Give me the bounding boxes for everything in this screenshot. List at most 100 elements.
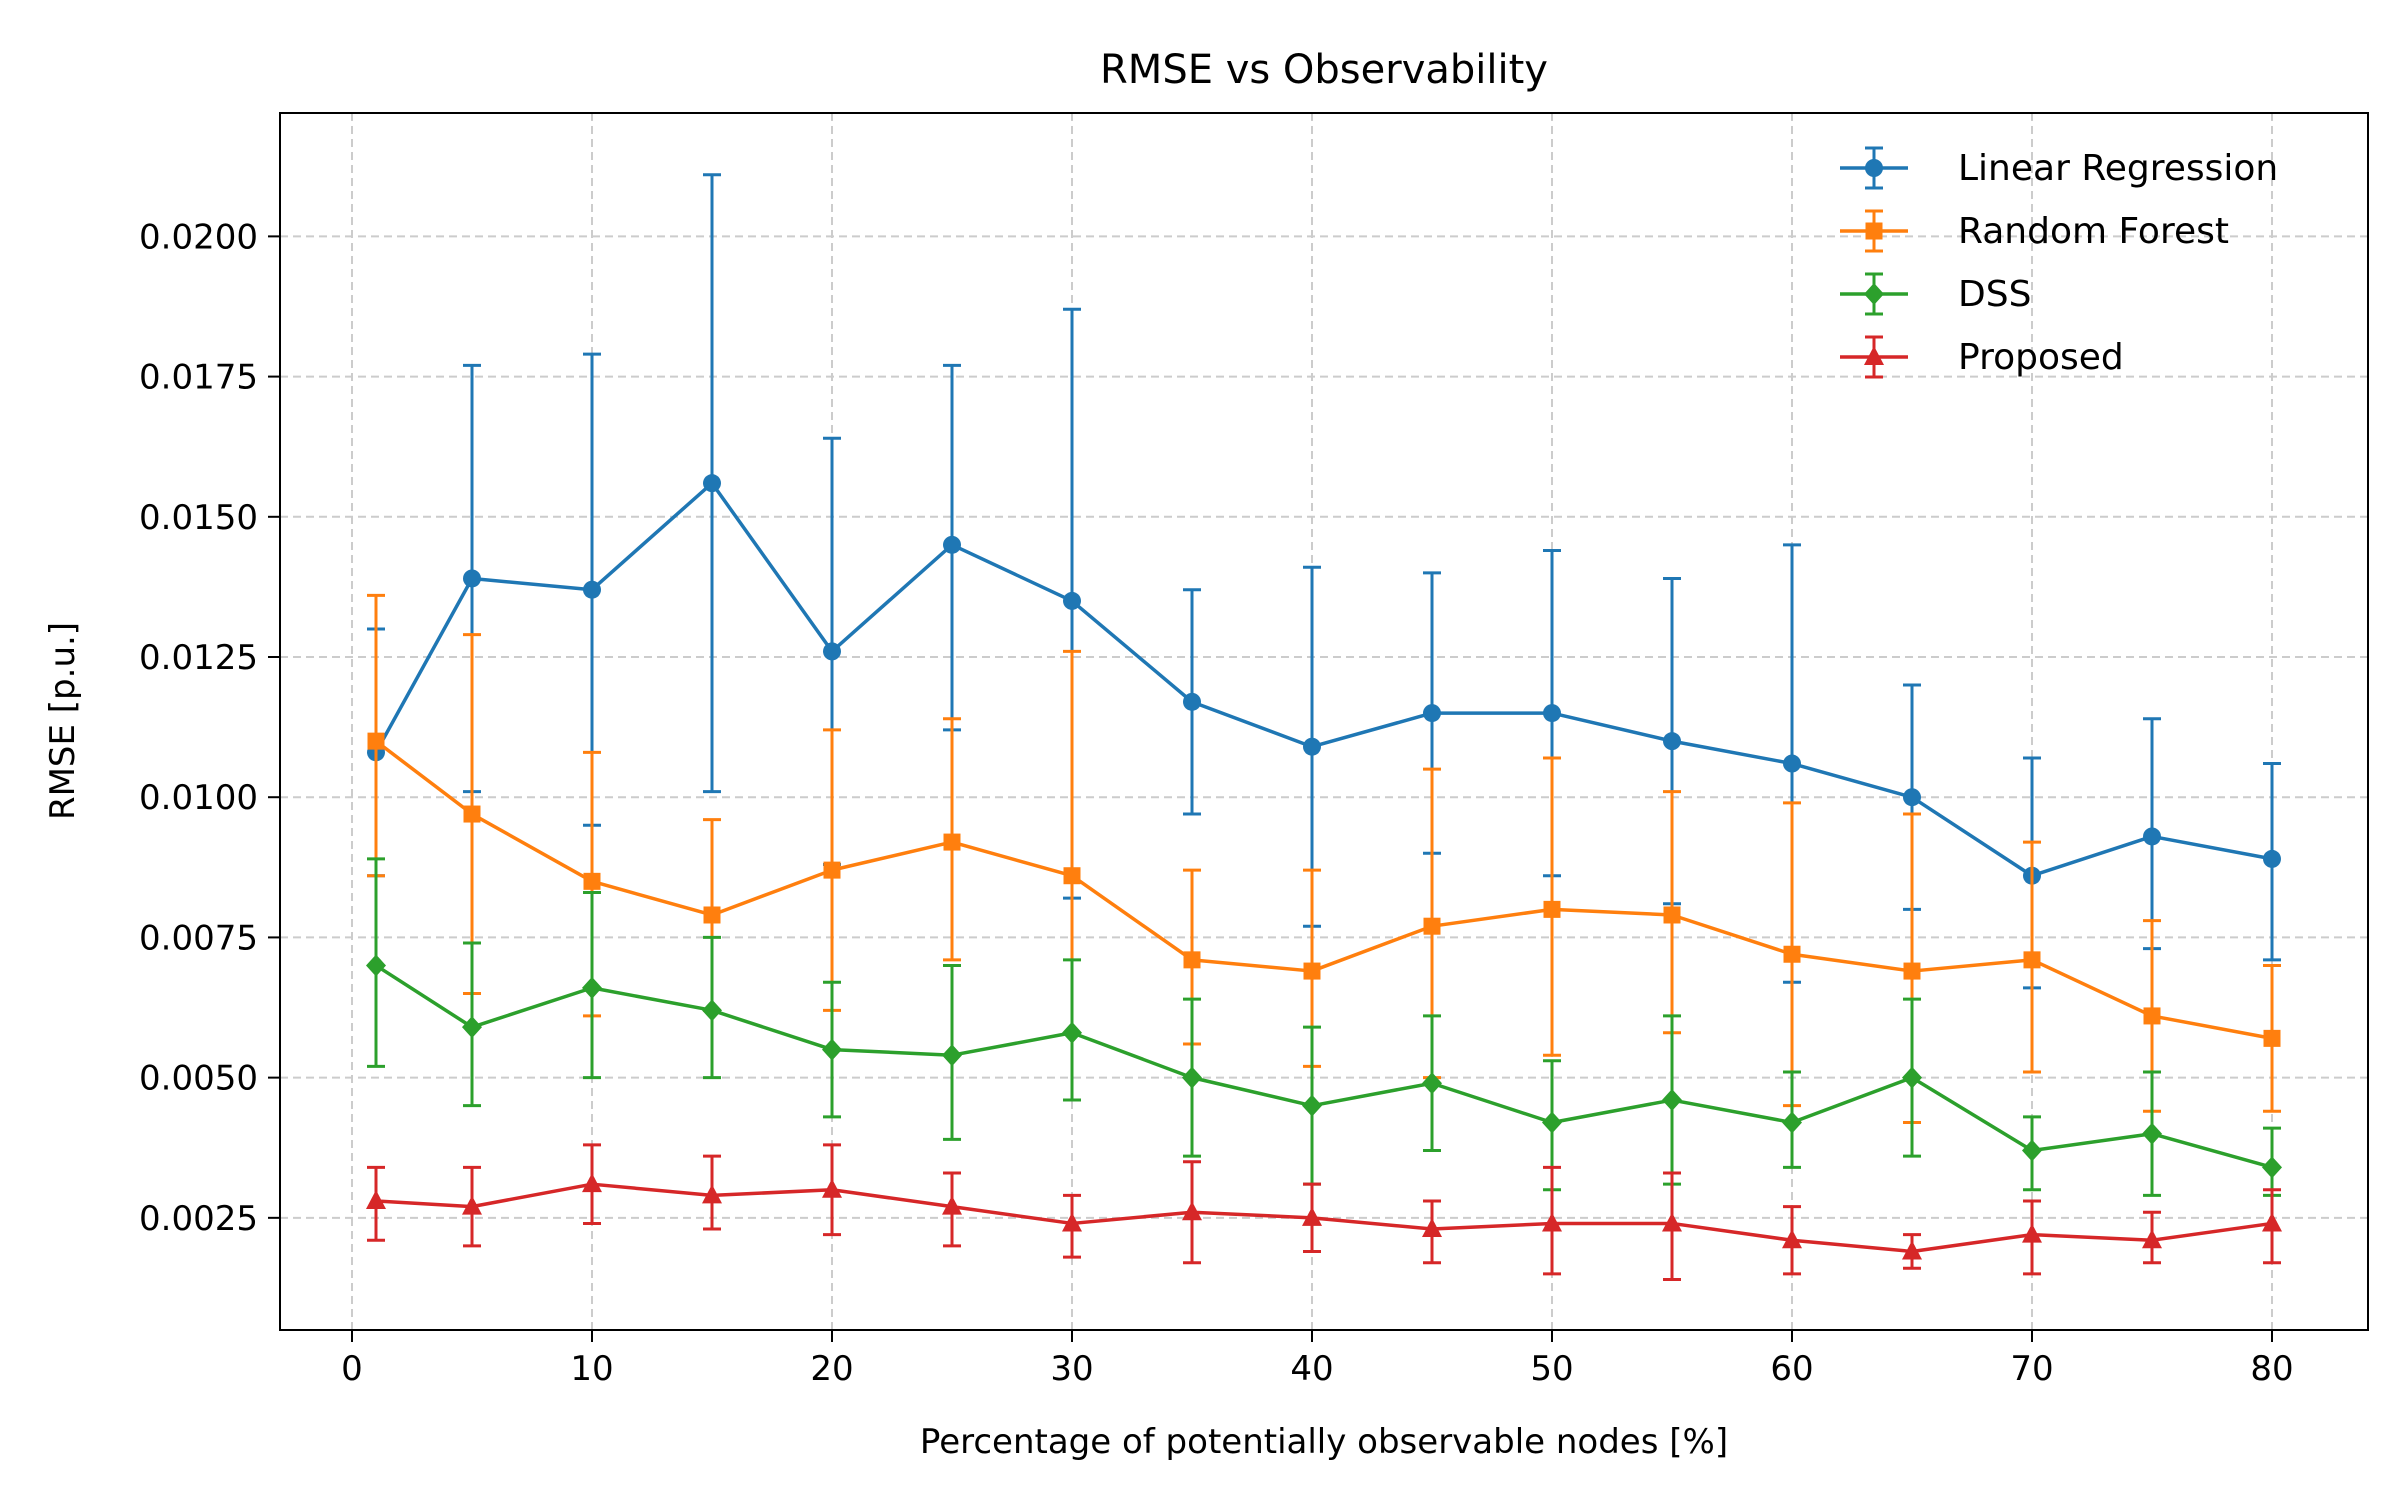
proposed-point bbox=[2022, 1223, 2042, 1243]
proposed-point bbox=[2262, 1212, 2282, 1232]
linear-regression-point bbox=[1063, 591, 1081, 610]
dss-point bbox=[1302, 1094, 1322, 1117]
proposed-point bbox=[1062, 1212, 1082, 1232]
x-tick-label: 50 bbox=[1530, 1349, 1573, 1389]
linear-regression-point bbox=[703, 474, 721, 493]
dss-series bbox=[366, 857, 2282, 1197]
linear-regression-point bbox=[1423, 704, 1441, 723]
linear-regression-point bbox=[943, 535, 961, 554]
x-axis: 0 10 20 30 40 50 60 70 80 bbox=[341, 1330, 2294, 1389]
proposed-point bbox=[1302, 1206, 1322, 1226]
proposed-point bbox=[1422, 1218, 1442, 1238]
legend-marker bbox=[1864, 346, 1884, 365]
x-tick-label: 20 bbox=[810, 1349, 853, 1389]
random-forest-point bbox=[2143, 1007, 2161, 1025]
dss-point bbox=[366, 954, 386, 977]
random-forest-point bbox=[703, 906, 721, 924]
random-forest-point bbox=[1543, 900, 1561, 918]
legend-marker bbox=[1865, 222, 1883, 240]
legend-item-proposed: Proposed bbox=[1840, 335, 2124, 379]
proposed-point bbox=[1902, 1240, 1922, 1260]
proposed-point bbox=[822, 1178, 842, 1198]
proposed-series bbox=[366, 1143, 2282, 1282]
y-tick-label: 0.0200 bbox=[139, 217, 258, 257]
legend-marker bbox=[1865, 159, 1883, 177]
dss-point bbox=[1662, 1089, 1682, 1112]
y-tick-label: 0.0100 bbox=[139, 778, 258, 818]
series-layer bbox=[366, 173, 2282, 1282]
y-tick-label: 0.0025 bbox=[139, 1199, 258, 1239]
dss-point bbox=[2142, 1122, 2162, 1145]
random-forest-point bbox=[2023, 951, 2041, 969]
random-forest-point bbox=[1903, 962, 1921, 980]
proposed-point bbox=[702, 1184, 722, 1204]
y-tick-label: 0.0175 bbox=[139, 358, 258, 398]
x-tick-label: 70 bbox=[2010, 1349, 2053, 1389]
x-tick-label: 60 bbox=[1770, 1349, 1813, 1389]
linear-regression-point bbox=[1183, 692, 1201, 711]
dss-point bbox=[582, 976, 602, 999]
y-tick-label: 0.0050 bbox=[139, 1059, 258, 1099]
proposed-point bbox=[582, 1173, 602, 1193]
legend-label: DSS bbox=[1958, 274, 2031, 315]
x-tick-label: 80 bbox=[2250, 1349, 2293, 1389]
dss-point bbox=[1182, 1066, 1202, 1089]
y-axis: 0.0025 0.0050 0.0075 0.0100 0.0125 0.0150 0.01… bbox=[139, 217, 280, 1239]
y-tick-label: 0.0150 bbox=[139, 498, 258, 538]
proposed-point bbox=[2142, 1229, 2162, 1249]
x-axis-label: Percentage of potentially observable nod… bbox=[920, 1422, 1728, 1462]
random-forest-point bbox=[1423, 917, 1441, 935]
proposed-point bbox=[1182, 1201, 1202, 1221]
linear-regression-point bbox=[583, 580, 601, 599]
random-forest-point bbox=[1063, 867, 1081, 885]
random-forest-point bbox=[367, 732, 385, 750]
proposed-point bbox=[1542, 1212, 1562, 1232]
linear-regression-point bbox=[1783, 754, 1801, 773]
random-forest-point bbox=[2263, 1029, 2281, 1047]
plot-frame bbox=[279, 112, 2369, 1331]
linear-regression-point bbox=[2143, 827, 2161, 846]
linear-regression-point bbox=[1543, 704, 1561, 723]
legend-item-random-forest: Random Forest bbox=[1840, 209, 2229, 253]
legend: Linear Regression Random Forest DSS Propose… bbox=[1840, 146, 2278, 379]
legend-item-linear-regression: Linear Regression bbox=[1840, 146, 2278, 190]
dss-point bbox=[942, 1044, 962, 1067]
dss-point bbox=[822, 1038, 842, 1061]
dss-point bbox=[462, 1016, 482, 1039]
linear-regression-point bbox=[1303, 737, 1321, 756]
dss-point bbox=[702, 999, 722, 1022]
dss-point bbox=[2022, 1139, 2042, 1162]
linear-regression-point bbox=[1663, 732, 1681, 751]
x-tick-label: 10 bbox=[570, 1349, 613, 1389]
y-tick-label: 0.0075 bbox=[139, 918, 258, 958]
random-forest-point bbox=[1783, 945, 1801, 963]
linear-regression-point bbox=[463, 569, 481, 588]
proposed-point bbox=[366, 1190, 386, 1210]
proposed-point bbox=[1662, 1212, 1682, 1232]
legend-label: Proposed bbox=[1958, 337, 2124, 378]
legend-marker bbox=[1864, 283, 1884, 305]
x-tick-label: 30 bbox=[1050, 1349, 1093, 1389]
random-forest-point bbox=[1183, 951, 1201, 969]
dss-point bbox=[1782, 1111, 1802, 1134]
legend-label: Linear Regression bbox=[1958, 148, 2278, 189]
dss-point bbox=[1062, 1021, 1082, 1044]
x-tick-label: 40 bbox=[1290, 1349, 1333, 1389]
random-forest-point bbox=[1663, 906, 1681, 924]
chart-title: RMSE vs Observability bbox=[1100, 47, 1548, 93]
dss-point bbox=[1422, 1072, 1442, 1095]
linear-regression-point bbox=[823, 642, 841, 661]
random-forest-point bbox=[463, 805, 481, 823]
y-tick-label: 0.0125 bbox=[139, 638, 258, 678]
dss-point bbox=[2262, 1156, 2282, 1179]
random-forest-point bbox=[1303, 962, 1321, 980]
proposed-point bbox=[1782, 1229, 1802, 1249]
y-axis-label: RMSE [p.u.] bbox=[43, 622, 83, 820]
proposed-point bbox=[942, 1195, 962, 1215]
legend-item-dss: DSS bbox=[1840, 272, 2031, 316]
dss-point bbox=[1902, 1066, 1922, 1089]
random-forest-point bbox=[943, 833, 961, 851]
